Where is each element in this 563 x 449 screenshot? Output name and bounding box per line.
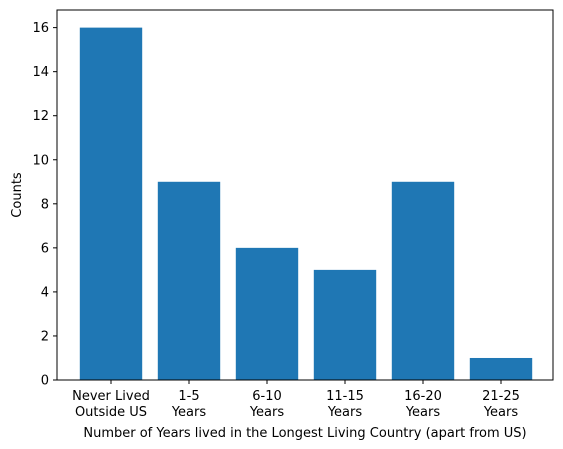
y-tick-label-5: 10 (32, 153, 49, 168)
bar-3 (313, 269, 377, 380)
y-tick-label-8: 16 (32, 21, 49, 36)
y-tick-label-7: 14 (32, 65, 49, 80)
x-tick-label-4: 16-20 Years (404, 389, 442, 420)
x-tick-label-0: Never Lived Outside US (72, 389, 150, 420)
y-tick-label-2: 4 (41, 285, 49, 300)
y-axis: 0 2 4 6 8 10 12 14 16 (32, 21, 57, 389)
bars-group (79, 27, 533, 380)
y-tick-label-0: 0 (41, 374, 49, 389)
bar-0 (79, 27, 143, 380)
y-axis-label: Counts (10, 172, 25, 218)
x-tick-label-2: 6-10 Years (249, 389, 285, 420)
bar-2 (235, 247, 299, 380)
x-axis-label: Number of Years lived in the Longest Liv… (83, 426, 526, 441)
x-axis: Never Lived Outside US 1-5 Years 6-10 Years 11… (72, 380, 520, 420)
y-tick-label-4: 8 (41, 197, 49, 212)
plot-frame (56, 9, 554, 381)
y-tick-label-1: 2 (41, 329, 49, 344)
bar-4 (391, 181, 455, 380)
bar-1 (157, 181, 221, 380)
y-tick-label-6: 12 (32, 109, 49, 124)
y-tick-label-3: 6 (41, 241, 49, 256)
x-tick-label-5: 21-25 Years (482, 389, 520, 420)
bar-5 (469, 357, 533, 380)
x-tick-label-1: 1-5 Years (171, 389, 207, 420)
x-tick-label-3: 11-15 Years (326, 389, 364, 420)
